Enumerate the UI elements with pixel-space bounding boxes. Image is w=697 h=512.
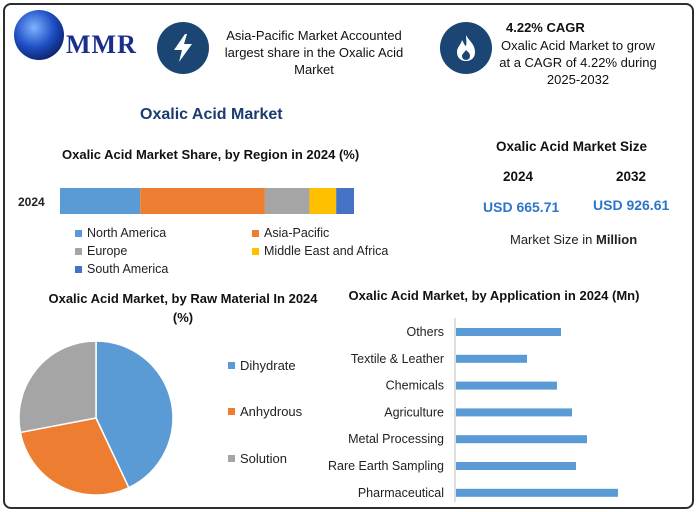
legend-swatch (252, 229, 259, 237)
region-legend-item-asia-pacific: Asia-Pacific (252, 226, 329, 240)
application-category-label: Pharmaceutical (358, 486, 444, 500)
application-bar-pharmaceutical (456, 488, 618, 497)
region-bar-segment-asia-pacific (140, 188, 265, 214)
application-category-label: Metal Processing (348, 432, 444, 446)
application-category-label: Others (406, 325, 444, 339)
application-bar-chemicals (456, 381, 557, 390)
pie-slice-anhydrous (19, 417, 130, 496)
application-bar-agriculture (456, 408, 572, 417)
pie-legend-item-dihydrate: Dihydrate (228, 358, 296, 373)
legend-label: Middle East and Africa (264, 244, 389, 258)
pie-slice-dihydrate (95, 340, 174, 489)
region-legend-item-europe: Europe (75, 244, 127, 258)
logo-text: MMR (66, 30, 137, 59)
legend-label: Dihydrate (240, 358, 296, 373)
legend-swatch (75, 229, 82, 237)
legend-swatch (75, 265, 82, 273)
legend-label: Europe (87, 244, 128, 258)
legend-swatch (228, 362, 235, 369)
card2-text: Oxalic Acid Market to grow at a CAGR of … (499, 38, 657, 87)
application-category-label: Agriculture (384, 405, 444, 419)
region-bar-category: 2024 (18, 195, 45, 209)
market-size-value-2032: USD 926.61 (593, 197, 670, 213)
application-bar-textile-leather (456, 354, 527, 363)
application-category-label: Textile & Leather (351, 352, 444, 366)
region-legend-item-north-america: North America (75, 226, 166, 240)
region-legend-item-south-america: South America (75, 262, 168, 276)
market-size-note-unit: Million (595, 232, 638, 247)
page-title: Oxalic Acid Market (140, 106, 283, 123)
card1-text: Asia-Pacific Market Accounted largest sh… (224, 28, 404, 77)
region-bar-segment-north-america (60, 188, 141, 214)
pie-legend-item-solution: Solution (228, 451, 287, 466)
legend-label: Anhydrous (240, 404, 303, 419)
flame-icon (440, 22, 492, 74)
application-category-label: Rare Earth Sampling (328, 459, 444, 473)
application-chart-title: Oxalic Acid Market, by Application in 20… (348, 288, 640, 303)
application-bar-metal-processing (456, 435, 587, 444)
legend-swatch (75, 247, 82, 255)
application-bar-rare-earth-sampling (456, 462, 576, 470)
market-size-year-2024: 2024 (503, 169, 534, 184)
legend-label: North America (87, 226, 167, 240)
market-size-note: Market Size in Million (510, 232, 637, 247)
raw-material-chart-title: Oxalic Acid Market, by Raw Material In 2… (48, 291, 318, 325)
legend-swatch (228, 455, 235, 462)
legend-swatch (228, 408, 235, 415)
region-bar-segment-middle-east-and-africa (309, 188, 337, 214)
application-category-label: Chemicals (386, 379, 444, 393)
pie-slice-solution (18, 340, 97, 434)
market-size-title: Oxalic Acid Market Size (496, 139, 648, 154)
legend-label: Solution (240, 451, 287, 466)
infographic-frame (3, 3, 694, 509)
region-bar-segment-europe (264, 188, 310, 214)
globe-logo-icon (14, 10, 64, 60)
legend-label: Asia-Pacific (264, 226, 330, 240)
region-chart-title: Oxalic Acid Market Share, by Region in 2… (62, 147, 360, 162)
region-legend-item-middle-east-and-africa: Middle East and Africa (252, 244, 388, 258)
legend-swatch (252, 247, 259, 255)
cagr-title: 4.22% CAGR (506, 20, 585, 35)
market-size-value-2024: USD 665.71 (483, 199, 560, 215)
pie-legend-item-anhydrous: Anhydrous (228, 404, 302, 419)
application-bar-others (456, 328, 561, 336)
market-size-note-prefix: Market Size in (510, 232, 596, 247)
region-bar-segment-south-america (336, 188, 354, 214)
legend-label: South America (87, 262, 169, 276)
market-size-year-2032: 2032 (616, 169, 647, 184)
lightning-icon (157, 22, 209, 74)
